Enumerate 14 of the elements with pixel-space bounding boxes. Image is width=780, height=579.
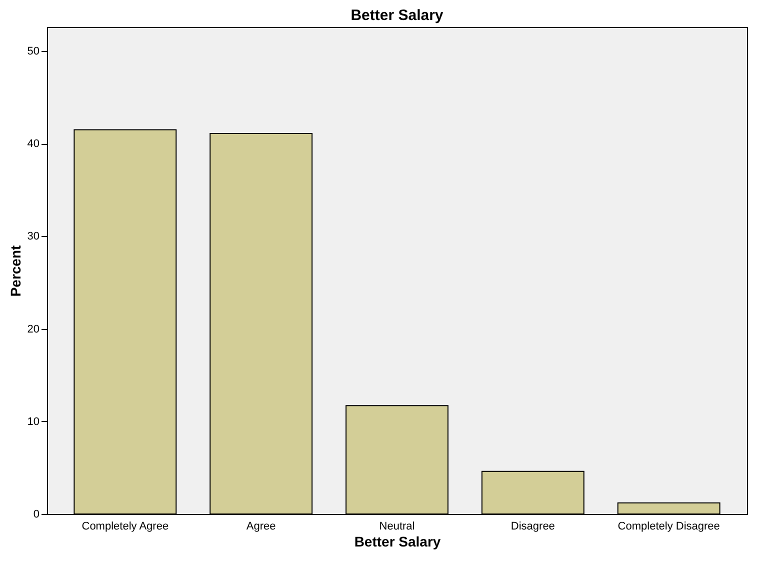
x-tick-label: Disagree — [510, 520, 555, 532]
y-tick-label: 30 — [27, 230, 40, 243]
y-tick-label: 0 — [33, 508, 40, 520]
chart-title: Better Salary — [350, 7, 444, 24]
x-tick-label: Completely Disagree — [618, 520, 720, 532]
y-tick-label: 10 — [27, 416, 40, 428]
x-tick-label: Completely Agree — [82, 520, 169, 532]
y-axis-title: Percent — [7, 244, 24, 297]
y-tick-label: 40 — [27, 138, 40, 150]
y-tick-label: 20 — [27, 323, 40, 336]
x-axis-title: Better Salary — [354, 534, 441, 550]
x-tick-label: Agree — [246, 520, 276, 532]
y-tick-label: 50 — [27, 46, 40, 58]
x-tick-label: Neutral — [379, 520, 415, 532]
